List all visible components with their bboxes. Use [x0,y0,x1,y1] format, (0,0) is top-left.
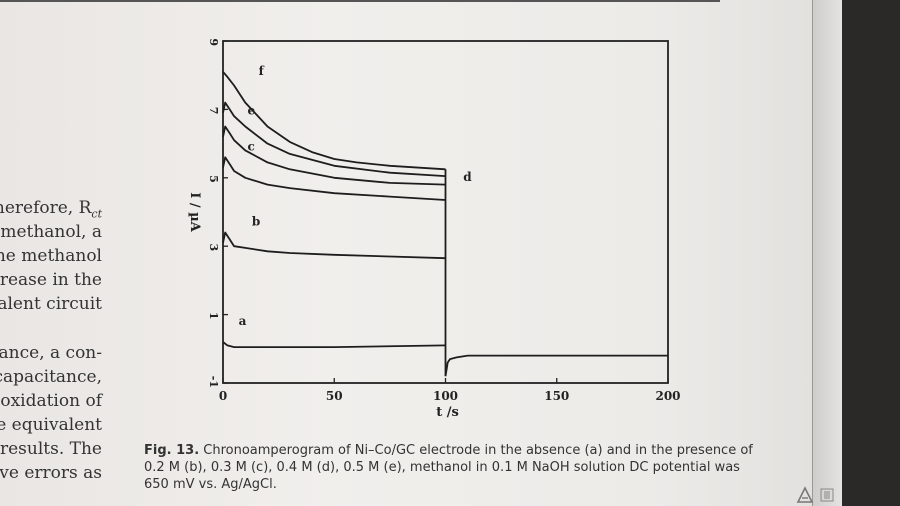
y-axis-label: I / µA [187,192,202,232]
text-line: alent circuit [0,294,102,314]
y-axis-ticks: -1 1 3 5 7 9 [207,38,228,388]
curve-label-f: f [259,64,265,78]
x-tick-label: 50 [326,389,343,403]
text-line: he methanol [0,246,102,266]
document-page: herefore, Rct methanol, a he methanol re… [0,0,812,506]
text-line: ive errors as [0,463,102,483]
vertical-scrollbar[interactable] [812,0,843,506]
series-line-after-step [444,354,668,377]
text-line: tance, a con- [0,343,102,363]
y-tick-label: 1 [207,312,220,320]
text-line: rease in the [0,270,102,290]
caption-label: Fig. 13. [144,443,200,458]
annotation-tool-icon[interactable] [796,486,814,504]
curve-label-a: a [239,314,247,328]
series-line-d [222,125,446,186]
chronoamperogram-chart: -1 1 3 5 7 9 0 50 100 150 200 a b c d e f I / µA t /s [0,0,812,506]
y-tick-label: 3 [207,244,220,252]
text-line: oxidation of [0,391,102,411]
y-tick-label: 9 [207,38,220,46]
series-line-c [222,156,446,201]
curve-labels: a b c d e f [239,64,473,328]
series-line-f [222,71,446,171]
y-tick-label: 5 [207,175,220,183]
text-line: results. The [0,439,102,459]
menu-lines-icon[interactable] [820,488,834,502]
curve-label-d: d [463,170,472,184]
x-tick-label: 100 [433,389,458,403]
series-line-b [222,231,446,260]
curve-label-c: c [247,139,254,153]
curve-label-b: b [252,215,260,229]
x-tick-label: 0 [219,389,227,403]
text-line: e equivalent [0,415,102,435]
window-edge [842,0,900,506]
caption-text: Chronoamperogram of Ni–Co/GC electrode i… [144,443,753,492]
x-tick-label: 200 [655,389,680,403]
series-line-e [222,101,446,177]
series-group [222,71,668,377]
text-line: herefore, Rct [0,198,102,221]
curve-label-e: e [247,104,255,118]
figure-caption: Fig. 13. Chronoamperogram of Ni–Co/GC el… [144,442,764,493]
x-tick-label: 150 [544,389,569,403]
top-rule [0,0,720,2]
y-tick-label: -1 [207,376,220,388]
text-line: capacitance, [0,367,102,387]
text-line: methanol, a [0,222,102,242]
y-tick-label: 7 [207,107,220,115]
x-axis-label: t /s [436,405,459,420]
x-axis-ticks: 0 50 100 150 200 [219,378,681,403]
series-line-a [222,341,446,348]
